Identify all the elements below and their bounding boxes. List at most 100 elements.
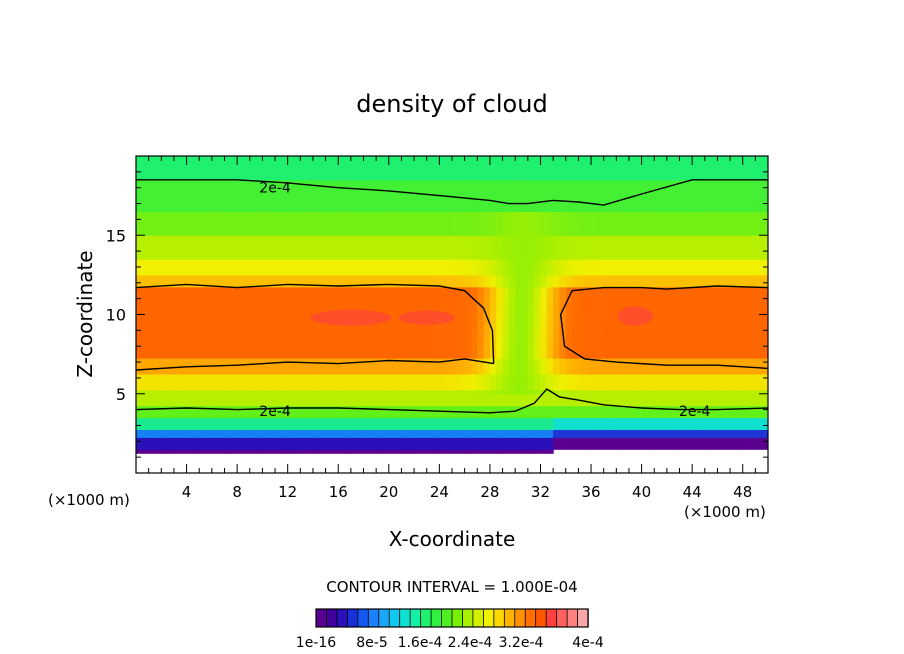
field-cell xyxy=(483,385,491,391)
field-cell xyxy=(312,350,320,355)
field-cell xyxy=(287,417,295,423)
field-cell xyxy=(211,219,219,224)
field-cell xyxy=(262,219,270,224)
field-cell xyxy=(540,239,548,244)
field-cell xyxy=(312,342,320,347)
field-cell xyxy=(496,385,504,391)
field-cell xyxy=(515,346,523,351)
field-cell xyxy=(420,211,428,217)
field-cell xyxy=(496,314,504,320)
field-cell xyxy=(433,156,440,161)
field-cell xyxy=(388,203,396,209)
field-cell xyxy=(325,389,333,395)
field-cell xyxy=(369,251,377,256)
field-cell xyxy=(445,266,453,272)
field-cell xyxy=(148,358,156,363)
field-cell xyxy=(401,235,409,240)
field-cell xyxy=(262,223,270,228)
field-cell xyxy=(470,203,478,209)
field-cell xyxy=(331,211,339,217)
field-cell xyxy=(306,247,314,252)
field-cell xyxy=(167,286,175,292)
field-cell xyxy=(186,322,194,327)
field-cell xyxy=(420,259,428,264)
field-cell xyxy=(489,362,497,367)
field-cell xyxy=(256,310,263,316)
field-cell xyxy=(521,302,529,308)
field-cell xyxy=(414,342,421,347)
field-cell xyxy=(218,203,226,209)
field-cell xyxy=(553,405,561,411)
field-cell xyxy=(376,179,384,185)
field-cell xyxy=(452,207,459,213)
field-cell xyxy=(414,259,421,264)
field-cell xyxy=(534,409,542,415)
field-cell xyxy=(401,286,409,292)
field-cell xyxy=(401,187,409,193)
field-cell xyxy=(275,441,282,446)
field-cell xyxy=(161,175,169,181)
field-cell xyxy=(294,393,301,399)
field-cell xyxy=(534,377,542,383)
field-cell xyxy=(508,358,516,363)
field-cell xyxy=(186,179,194,185)
field-cell xyxy=(350,223,358,228)
field-cell xyxy=(553,342,561,347)
field-cell xyxy=(420,326,428,331)
field-cell xyxy=(382,223,390,228)
field-cell xyxy=(142,366,150,371)
field-cell xyxy=(306,290,314,296)
field-cell xyxy=(515,441,523,446)
field-cell xyxy=(262,266,270,272)
field-cell xyxy=(445,159,453,165)
field-cell xyxy=(376,163,384,169)
field-cell xyxy=(376,413,384,419)
field-cell xyxy=(414,389,421,395)
field-cell xyxy=(534,262,542,268)
field-cell xyxy=(464,187,472,193)
field-cell xyxy=(325,156,333,161)
field-cell xyxy=(243,326,251,331)
field-cell xyxy=(414,163,421,169)
field-cell xyxy=(312,191,320,197)
field-cell xyxy=(414,231,421,236)
field-cell xyxy=(502,247,510,252)
field-cell xyxy=(546,207,554,213)
field-cell xyxy=(508,342,516,347)
field-cell xyxy=(376,191,384,197)
field-cell xyxy=(445,377,453,383)
field-cell xyxy=(148,326,156,331)
field-cell xyxy=(218,338,226,343)
field-cell xyxy=(243,373,251,379)
field-cell xyxy=(407,278,415,284)
field-cell xyxy=(452,223,459,228)
field-cell xyxy=(414,286,421,292)
field-cell xyxy=(521,366,529,371)
field-cell xyxy=(154,227,162,232)
field-cell xyxy=(300,163,308,169)
field-cell xyxy=(211,409,219,415)
field-cell xyxy=(338,223,346,228)
field-cell xyxy=(218,187,226,193)
field-cell xyxy=(338,362,346,367)
field-cell xyxy=(489,397,497,403)
field-cell xyxy=(211,195,219,201)
field-cell xyxy=(527,338,535,343)
field-cell xyxy=(180,156,188,161)
field-cell xyxy=(256,187,263,193)
field-cell xyxy=(464,354,472,359)
field-cell xyxy=(540,156,548,161)
field-cell xyxy=(148,362,156,367)
field-cell xyxy=(256,195,263,201)
field-cell xyxy=(312,251,320,256)
field-cell xyxy=(439,247,447,252)
field-cell xyxy=(224,409,232,415)
field-cell xyxy=(331,350,339,355)
field-cell xyxy=(433,389,440,395)
field-cell xyxy=(489,270,497,276)
field-cell xyxy=(502,274,510,280)
field-cell xyxy=(502,199,510,205)
field-cell xyxy=(294,183,301,189)
field-cell xyxy=(433,259,440,264)
field-cell xyxy=(401,346,409,351)
